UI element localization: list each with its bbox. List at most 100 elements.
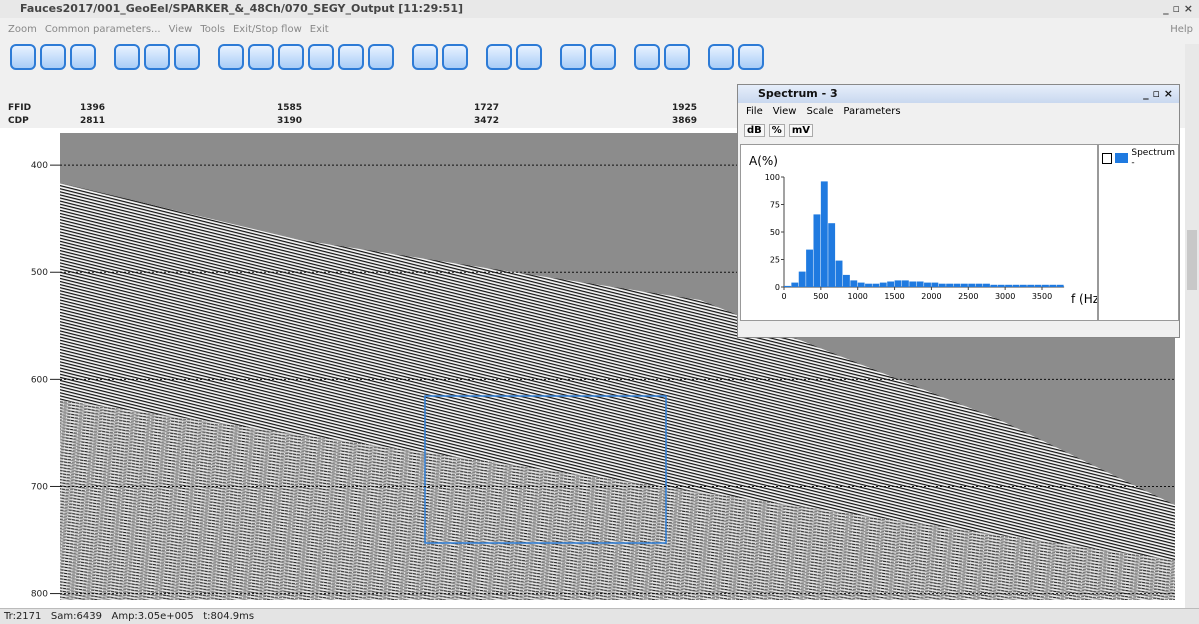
- spectrum-bar: [791, 283, 798, 287]
- y-tick-label: 75: [770, 201, 780, 210]
- window-title: Fauces2017/001_GeoEel/SPARKER_&_48Ch/070…: [20, 2, 463, 15]
- spectrum-bar: [887, 282, 894, 288]
- spectrum-bar: [983, 284, 990, 287]
- window-controls[interactable]: _ ▫ ×: [1163, 0, 1193, 18]
- zoom-box[interactable]: [70, 44, 96, 70]
- next[interactable]: [738, 44, 764, 70]
- spectrum-menu-item[interactable]: Parameters: [843, 106, 900, 117]
- spectrum-bar: [931, 283, 938, 287]
- cdp-value: 3869: [672, 116, 697, 126]
- spectrum-bar: [924, 283, 931, 287]
- spectrum-bar: [909, 282, 916, 288]
- x-tick-label: 2500: [958, 292, 978, 301]
- menu-item[interactable]: Exit/Stop flow: [233, 24, 302, 35]
- spectrum-bar: [902, 280, 909, 287]
- menu-item[interactable]: Zoom: [8, 24, 37, 35]
- spectrum-controls[interactable]: _ ▫ ×: [1143, 85, 1173, 103]
- spectrum-tool[interactable]: %: [769, 124, 785, 137]
- spectrum-chart: A(%)f (Hz)025507510005001000150020002500…: [741, 145, 1097, 320]
- legend-entry[interactable]: Spectrum -: [1099, 145, 1178, 171]
- menu-item[interactable]: Common parameters...: [45, 24, 161, 35]
- spectrum-title-bar: Spectrum - 3 _ ▫ ×: [738, 85, 1179, 103]
- spectrum-toolbar: dB% mV: [738, 120, 1179, 140]
- spectrum-bar: [895, 280, 902, 287]
- spectrum-bar: [990, 285, 997, 287]
- legend-swatch: [1115, 153, 1129, 163]
- scroll-thumb[interactable]: [1187, 230, 1197, 290]
- menu-help[interactable]: Help: [1170, 24, 1193, 35]
- spectrum-menu-item[interactable]: Scale: [806, 106, 833, 117]
- tool-bar[interactable]: [174, 44, 200, 70]
- scrollbar[interactable]: [1185, 44, 1199, 608]
- cdp-value: 2811: [80, 116, 105, 126]
- spectrum-title: Spectrum - 3: [758, 87, 838, 100]
- x-tick-label: 2000: [921, 292, 941, 301]
- header[interactable]: [516, 44, 542, 70]
- spectrum-bar: [843, 275, 850, 287]
- menu-item[interactable]: View: [169, 24, 193, 35]
- tool-r[interactable]: [144, 44, 170, 70]
- app: {"window": {"title": "Fauces2017/001_Geo…: [0, 0, 1199, 623]
- wave2[interactable]: [590, 44, 616, 70]
- ffid-label: FFID: [8, 103, 31, 113]
- status-text: Tr:2171 Sam:6439 Amp:3.05e+005 t:804.9ms: [4, 611, 254, 622]
- spectrum-bar: [1035, 285, 1042, 287]
- x-tick-label: 0: [781, 292, 786, 301]
- toolbar: [10, 44, 764, 76]
- spectrum-bar: [1049, 285, 1056, 287]
- spectrum-bar: [968, 284, 975, 287]
- prev[interactable]: [708, 44, 734, 70]
- link[interactable]: [664, 44, 690, 70]
- cdp-value: 3190: [277, 116, 302, 126]
- spectrum-menu-item[interactable]: View: [773, 106, 797, 117]
- spectrum-bar: [917, 282, 924, 288]
- redo[interactable]: [368, 44, 394, 70]
- x-tick-label: 500: [813, 292, 828, 301]
- ffid-value: 1396: [80, 103, 105, 113]
- wave1[interactable]: [560, 44, 586, 70]
- save[interactable]: [486, 44, 512, 70]
- menu-item[interactable]: Exit: [310, 24, 329, 35]
- spectrum-bar: [821, 181, 828, 287]
- target[interactable]: [634, 44, 660, 70]
- spectrum-bar: [836, 261, 843, 287]
- spectrum-bar: [998, 285, 1005, 287]
- spectrum-bar: [880, 283, 887, 287]
- tool-db[interactable]: [218, 44, 244, 70]
- spectrum-bar: [865, 284, 872, 287]
- spectrum-bar: [976, 284, 983, 287]
- ffid-value: 1727: [474, 103, 499, 113]
- legend: Spectrum -: [1098, 144, 1179, 321]
- zoom-in[interactable]: [10, 44, 36, 70]
- tool-d[interactable]: [114, 44, 140, 70]
- x-tick-label: 3500: [1032, 292, 1052, 301]
- spectrum-bar: [1020, 285, 1027, 287]
- spectrum-bar: [1042, 285, 1049, 287]
- spectrum-bar: [1013, 285, 1020, 287]
- spectrum-bar: [954, 284, 961, 287]
- spectrum-menu-item[interactable]: File: [746, 106, 763, 117]
- y-tick-label: 0: [775, 283, 780, 292]
- tool-area[interactable]: [412, 44, 438, 70]
- status-bar: Tr:2171 Sam:6439 Amp:3.05e+005 t:804.9ms: [0, 608, 1199, 624]
- spectrum-bar: [939, 284, 946, 287]
- spectrum-bar: [813, 214, 820, 287]
- menu-item[interactable]: Tools: [200, 24, 225, 35]
- zoom-out[interactable]: [40, 44, 66, 70]
- spectrum-tool[interactable]: dB: [744, 124, 765, 137]
- tool-peak[interactable]: [248, 44, 274, 70]
- y-tick-label: 400: [31, 161, 48, 171]
- title-bar: Fauces2017/001_GeoEel/SPARKER_&_48Ch/070…: [0, 0, 1199, 18]
- undo[interactable]: [338, 44, 364, 70]
- y-tick-label: 500: [31, 268, 48, 278]
- legend-checkbox[interactable]: [1102, 153, 1112, 164]
- plot-area: A(%)f (Hz)025507510005001000150020002500…: [740, 144, 1098, 321]
- x-tick-label: 1500: [884, 292, 904, 301]
- x-tick-label: 3000: [995, 292, 1015, 301]
- spectrum-tool[interactable]: mV: [789, 124, 813, 137]
- tool-pick[interactable]: [442, 44, 468, 70]
- tool-gear[interactable]: [278, 44, 304, 70]
- y-tick-label: 25: [770, 256, 780, 265]
- tool-db2[interactable]: [308, 44, 334, 70]
- legend-label: Spectrum -: [1131, 148, 1175, 168]
